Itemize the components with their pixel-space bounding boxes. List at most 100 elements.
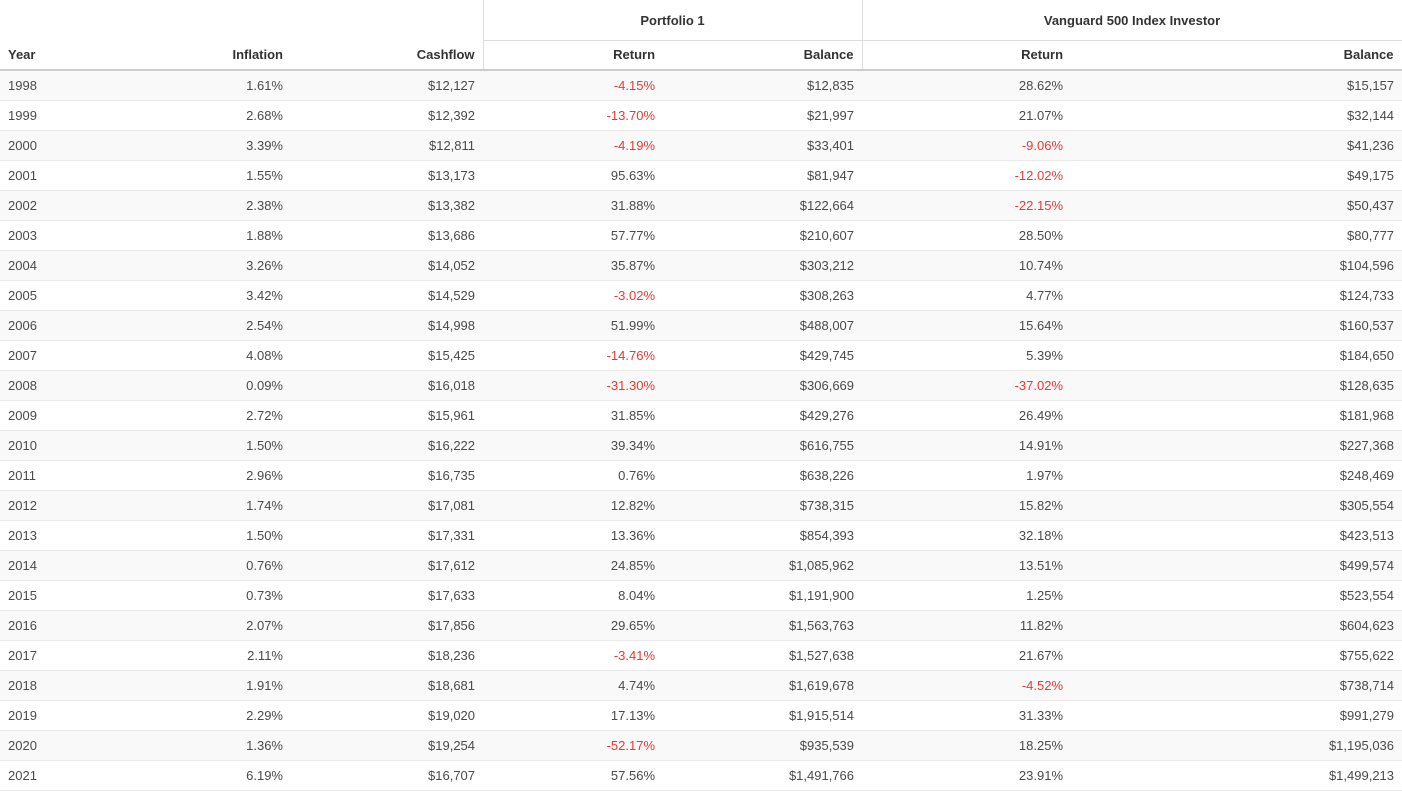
table-row: 2004 3.26% $14,052 35.87% $303,212 10.74% $104… [0, 250, 1402, 281]
vanguard-return-cell: 21.07% [862, 100, 1072, 131]
group-header-portfolio1: Portfolio 1 [482, 0, 863, 41]
portfolio1-balance-cell: $1,563,763 [663, 610, 863, 641]
portfolio1-balance-cell: $1,619,678 [663, 670, 863, 701]
cashflow-cell: $14,529 [291, 280, 484, 311]
portfolio1-balance-cell: $1,191,900 [663, 580, 863, 611]
cashflow-cell: $14,998 [291, 310, 484, 341]
vanguard-return-cell: 28.62% [862, 70, 1072, 101]
cashflow-cell: $12,392 [291, 100, 484, 131]
vanguard-return-cell: 11.82% [862, 610, 1072, 641]
vanguard-balance-cell: $184,650 [1071, 340, 1402, 371]
vanguard-return-cell: 5.39% [862, 340, 1072, 371]
portfolio1-return-cell: -31.30% [483, 370, 664, 401]
vanguard-balance-cell: $248,469 [1071, 460, 1402, 491]
portfolio1-return-cell: 95.63% [483, 160, 664, 191]
column-header-year: Year [0, 40, 200, 71]
vanguard-return-cell: -12.02% [862, 160, 1072, 191]
portfolio1-balance-cell: $429,276 [663, 400, 863, 431]
vanguard-return-cell: 31.33% [862, 700, 1072, 731]
inflation-cell: 6.19% [200, 760, 291, 791]
vanguard-balance-cell: $41,236 [1071, 130, 1402, 161]
portfolio1-balance-cell: $429,745 [663, 340, 863, 371]
year-cell: 2002 [0, 190, 200, 221]
portfolio1-balance-cell: $854,393 [663, 520, 863, 551]
vanguard-balance-cell: $181,968 [1071, 400, 1402, 431]
cashflow-cell: $15,425 [291, 340, 484, 371]
vanguard-return-cell: 18.25% [862, 730, 1072, 761]
cashflow-cell: $17,856 [291, 610, 484, 641]
cashflow-cell: $19,254 [291, 730, 484, 761]
table-row: 2009 2.72% $15,961 31.85% $429,276 26.49% $181… [0, 400, 1402, 431]
inflation-cell: 3.39% [200, 130, 291, 161]
portfolio1-return-cell: 57.77% [483, 220, 664, 251]
portfolio1-balance-cell: $488,007 [663, 310, 863, 341]
vanguard-balance-cell: $423,513 [1071, 520, 1402, 551]
table-row: 2019 2.29% $19,020 17.13% $1,915,514 31.33% $9… [0, 700, 1402, 731]
inflation-cell: 1.50% [200, 520, 291, 551]
year-cell: 2005 [0, 280, 200, 311]
portfolio1-return-cell: 29.65% [483, 610, 664, 641]
table-row: 2005 3.42% $14,529 -3.02% $308,263 4.77% $124,… [0, 280, 1402, 311]
table-body: 1998 1.61% $12,127 -4.15% $12,835 28.62% $15,1… [0, 70, 1402, 791]
column-header-vanguard-balance: Balance [1071, 40, 1402, 71]
vanguard-balance-cell: $305,554 [1071, 490, 1402, 521]
year-cell: 1999 [0, 100, 200, 131]
portfolio1-return-cell: 8.04% [483, 580, 664, 611]
portfolio1-return-cell: 12.82% [483, 490, 664, 521]
vanguard-return-cell: 28.50% [862, 220, 1072, 251]
portfolio1-balance-cell: $33,401 [663, 130, 863, 161]
portfolio1-return-cell: 31.88% [483, 190, 664, 221]
vanguard-balance-cell: $160,537 [1071, 310, 1402, 341]
year-cell: 2012 [0, 490, 200, 521]
inflation-cell: 0.73% [200, 580, 291, 611]
cashflow-cell: $12,127 [291, 70, 484, 101]
inflation-cell: 1.91% [200, 670, 291, 701]
portfolio1-balance-cell: $1,915,514 [663, 700, 863, 731]
column-header-portfolio1-balance: Balance [663, 40, 863, 71]
table-row: 2011 2.96% $16,735 0.76% $638,226 1.97% $248,4… [0, 460, 1402, 491]
cashflow-cell: $16,222 [291, 430, 484, 461]
portfolio1-balance-cell: $81,947 [663, 160, 863, 191]
portfolio1-return-cell: 4.74% [483, 670, 664, 701]
inflation-cell: 1.74% [200, 490, 291, 521]
portfolio1-balance-cell: $21,997 [663, 100, 863, 131]
portfolio1-return-cell: 35.87% [483, 250, 664, 281]
year-cell: 2011 [0, 460, 200, 491]
cashflow-cell: $17,331 [291, 520, 484, 551]
portfolio1-return-cell: 24.85% [483, 550, 664, 581]
portfolio1-balance-cell: $210,607 [663, 220, 863, 251]
table-row: 1999 2.68% $12,392 -13.70% $21,997 21.07% $32,… [0, 100, 1402, 131]
inflation-cell: 4.08% [200, 340, 291, 371]
portfolio1-balance-cell: $935,539 [663, 730, 863, 761]
portfolio1-balance-cell: $308,263 [663, 280, 863, 311]
year-cell: 2017 [0, 640, 200, 671]
portfolio1-return-cell: 17.13% [483, 700, 664, 731]
portfolio1-balance-cell: $616,755 [663, 430, 863, 461]
vanguard-return-cell: -9.06% [862, 130, 1072, 161]
inflation-cell: 2.96% [200, 460, 291, 491]
table-row: 2001 1.55% $13,173 95.63% $81,947 -12.02% $49,… [0, 160, 1402, 191]
portfolio1-balance-cell: $12,835 [663, 70, 863, 101]
portfolio1-balance-cell: $306,669 [663, 370, 863, 401]
year-cell: 2013 [0, 520, 200, 551]
year-cell: 2020 [0, 730, 200, 761]
year-cell: 2018 [0, 670, 200, 701]
portfolio1-balance-cell: $303,212 [663, 250, 863, 281]
year-cell: 2010 [0, 430, 200, 461]
year-cell: 2015 [0, 580, 200, 611]
portfolio1-return-cell: -13.70% [483, 100, 664, 131]
vanguard-return-cell: 1.97% [862, 460, 1072, 491]
vanguard-balance-cell: $49,175 [1071, 160, 1402, 191]
portfolio1-balance-cell: $122,664 [663, 190, 863, 221]
year-cell: 2007 [0, 340, 200, 371]
portfolio1-return-cell: -3.02% [483, 280, 664, 311]
inflation-cell: 3.26% [200, 250, 291, 281]
vanguard-return-cell: 32.18% [862, 520, 1072, 551]
table-row: 2002 2.38% $13,382 31.88% $122,664 -22.15% $50… [0, 190, 1402, 221]
vanguard-balance-cell: $227,368 [1071, 430, 1402, 461]
portfolio1-return-cell: -3.41% [483, 640, 664, 671]
inflation-cell: 1.36% [200, 730, 291, 761]
table-row: 2018 1.91% $18,681 4.74% $1,619,678 -4.52% $73… [0, 670, 1402, 701]
